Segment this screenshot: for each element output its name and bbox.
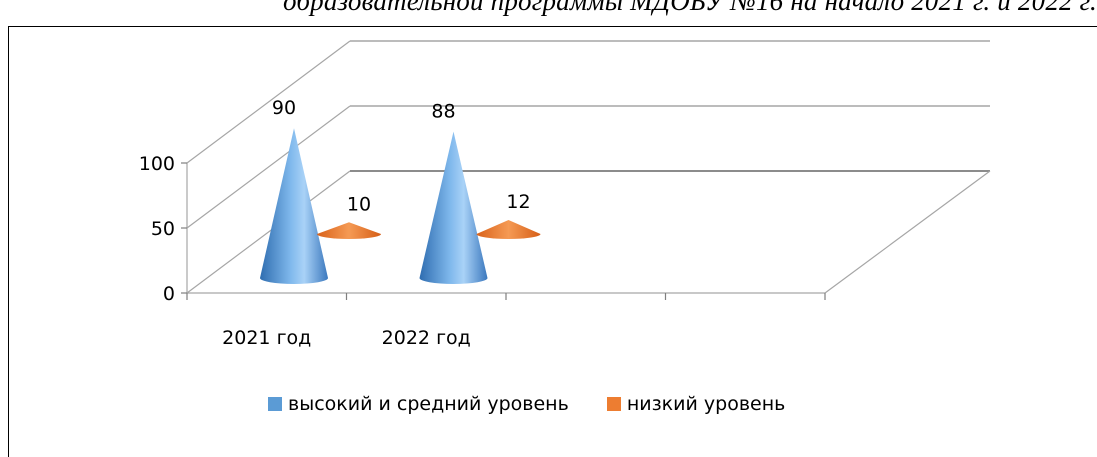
y-tick-label: 0 [163,283,175,305]
chart-legend: высокий и средний уровень низкий уровень [268,393,823,415]
chart-axes [181,162,826,300]
legend-item-low: низкий уровень [606,393,786,415]
legend-label-low: низкий уровень [626,393,786,415]
data-label: 10 [347,193,371,215]
cone-high-1 [419,131,488,284]
data-label: 90 [272,97,296,119]
data-label: 12 [506,191,530,213]
legend-label-high: высокий и средний уровень [288,393,569,415]
x-tick-label: 2021 год [222,327,311,349]
side-gridline [186,40,351,164]
figure-caption: образовательной программы МДОБУ №16 на н… [283,0,1097,16]
side-gridline [186,170,351,294]
side-gridline [186,105,351,229]
chart-labels: 0 50 100 2021 год 2022 год 90 10 88 12 [139,97,531,349]
legend-item-high: высокий и средний уровень [268,393,569,415]
cone-chart: 0 50 100 2021 год 2022 год 90 10 88 12 [139,40,991,349]
floor-edge [824,170,991,294]
chart-marks [260,128,541,284]
y-tick-label: 50 [151,218,175,240]
data-label: 88 [431,101,455,123]
legend-swatch-low [606,397,621,411]
legend-swatch-high [268,397,282,411]
x-tick-label: 2022 год [382,327,471,349]
chart-frame [8,26,1097,457]
cone-low-1 [476,219,541,239]
cone-high-0 [260,128,328,284]
y-tick-label: 100 [139,153,175,175]
cone-low-0 [317,222,381,239]
